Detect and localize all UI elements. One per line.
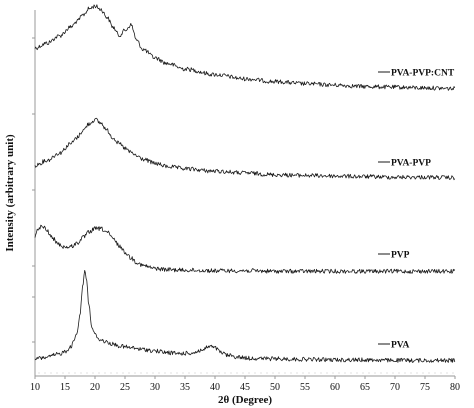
x-tick-label: 70 [390,382,400,393]
x-tick-label: 75 [420,382,430,393]
series-curves [34,4,456,363]
legend-label: PVA [391,341,409,351]
y-axis-title: Intensity (arbitrary unit) [4,134,16,252]
x-axis-title: 2θ (Degree) [218,394,272,406]
x-tick-label: 60 [330,382,340,393]
legend-label: PVA-PVP:CNT [391,69,455,79]
series-line-pva [34,270,456,363]
x-tick-label: 15 [60,382,70,393]
legend-label: PVA-PVP [391,159,431,169]
x-tick-label: 25 [120,382,130,393]
series-line-pvp [34,224,456,274]
x-tick-label: 80 [450,382,460,393]
x-axis-ticks: 10 15 20 25 30 35 40 45 50 55 60 65 70 75 80 [30,372,460,393]
x-tick-label: 50 [270,382,280,393]
x-tick-label: 20 [90,382,100,393]
series-line-pva-pvp-cnt [34,4,456,91]
legend-label: PVP [391,251,410,261]
x-tick-label: 10 [30,382,40,393]
series-legends: PVA-PVP:CNT PVA-PVP PVP PVA [378,69,455,351]
x-tick-label: 45 [240,382,250,393]
x-tick-label: 40 [210,382,220,393]
y-axis-ticks [32,37,35,343]
series-line-pva-pvp [34,117,456,181]
x-tick-label: 55 [300,382,310,393]
x-tick-label: 30 [150,382,160,393]
x-tick-label: 35 [180,382,190,393]
x-tick-label: 65 [360,382,370,393]
